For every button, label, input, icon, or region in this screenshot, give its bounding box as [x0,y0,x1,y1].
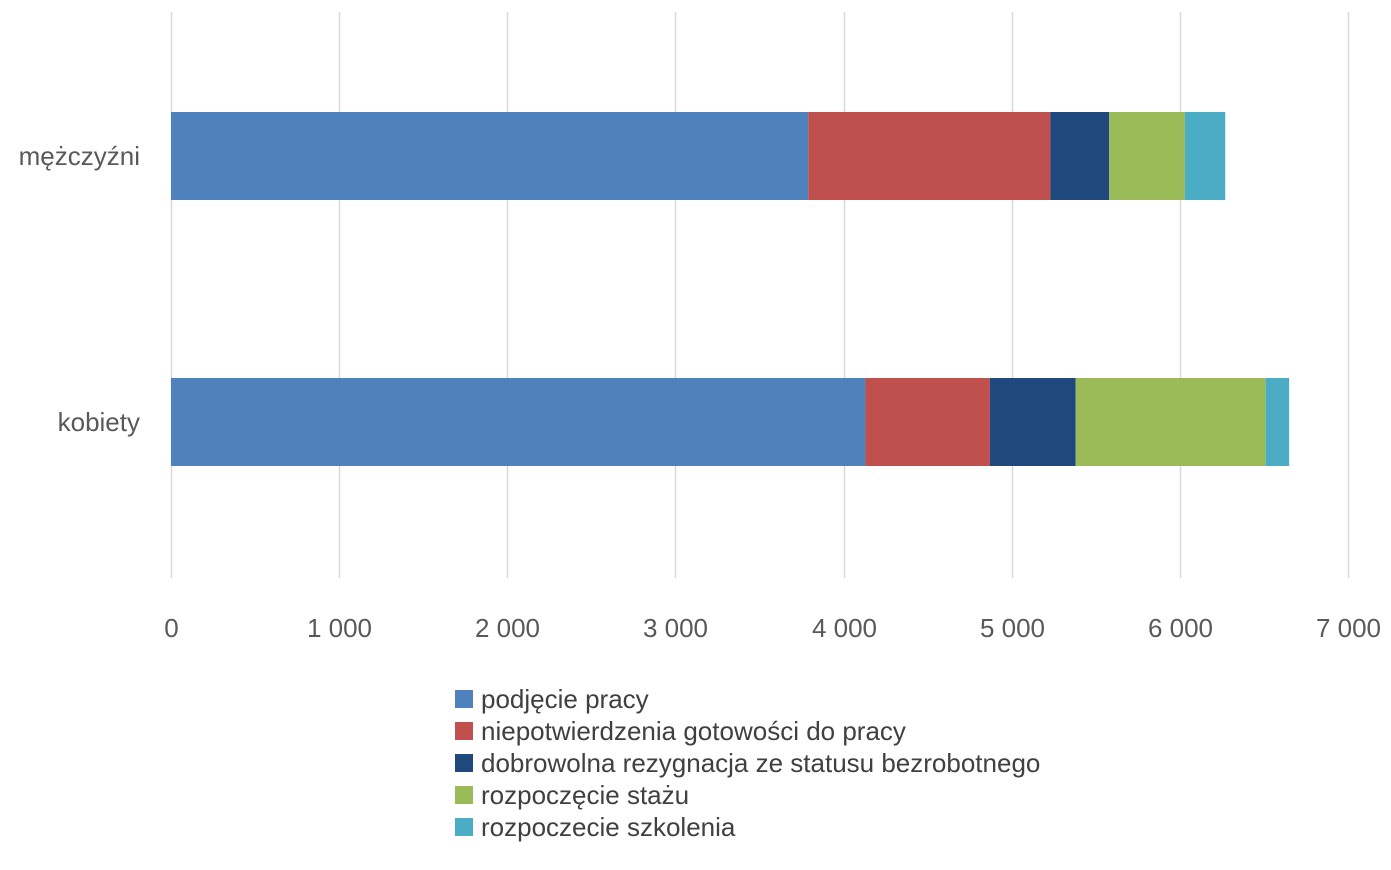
x-tick-label: 3 000 [643,613,708,643]
legend-item: podjęcie pracy [455,683,1040,715]
bar-segment [1075,378,1266,466]
bar-segment [1265,378,1290,466]
bar-segment [808,112,1051,200]
y-axis-category-labels: mężczyźni kobiety [19,141,140,437]
legend-swatch [455,786,473,804]
x-tick-label: 5 000 [980,613,1045,643]
x-tick-label: 4 000 [812,613,877,643]
legend-label: rozpoczecie szkolenia [481,811,736,842]
legend-label: rozpoczęcie stażu [481,779,690,810]
x-tick-label: 0 [164,613,178,643]
bars [171,112,1290,466]
bar-segment [1050,112,1110,200]
legend-item: rozpoczecie szkolenia [455,811,1040,843]
y-category-label: mężczyźni [19,141,140,171]
legend-swatch [455,722,473,740]
legend-swatch [455,690,473,708]
x-tick-label: 2 000 [475,613,540,643]
bar-segment [171,112,809,200]
stacked-bar-chart: 0 1 000 2 000 3 000 4 000 5 000 6 000 7 000 męż… [19,12,1381,643]
legend-label: niepotwierdzenia gotowości do pracy [481,715,906,746]
legend-swatch [455,818,473,836]
y-category-label: kobiety [58,407,140,437]
x-tick-label: 7 000 [1316,613,1381,643]
legend-swatch [455,754,473,772]
x-tick-label: 1 000 [307,613,372,643]
legend-item: rozpoczęcie stażu [455,779,1040,811]
grid-lines [170,12,1350,578]
bar-segment [865,378,990,466]
legend-label: dobrowolna rezygnacja ze statusu bezrobo… [481,747,1041,778]
bar-segment [1184,112,1226,200]
x-tick-label: 6 000 [1148,613,1213,643]
bar-segment [989,378,1076,466]
legend-item: dobrowolna rezygnacja ze statusu bezrobo… [455,747,1040,779]
x-axis-tick-labels: 0 1 000 2 000 3 000 4 000 5 000 6 000 7 000 [164,613,1381,643]
legend: podjęcie pracy niepotwierdzenia gotowośc… [455,683,1040,843]
legend-item: niepotwierdzenia gotowości do pracy [455,715,1040,747]
bar-segment [171,378,866,466]
bar-segment [1109,112,1185,200]
legend-label: podjęcie pracy [481,683,649,714]
